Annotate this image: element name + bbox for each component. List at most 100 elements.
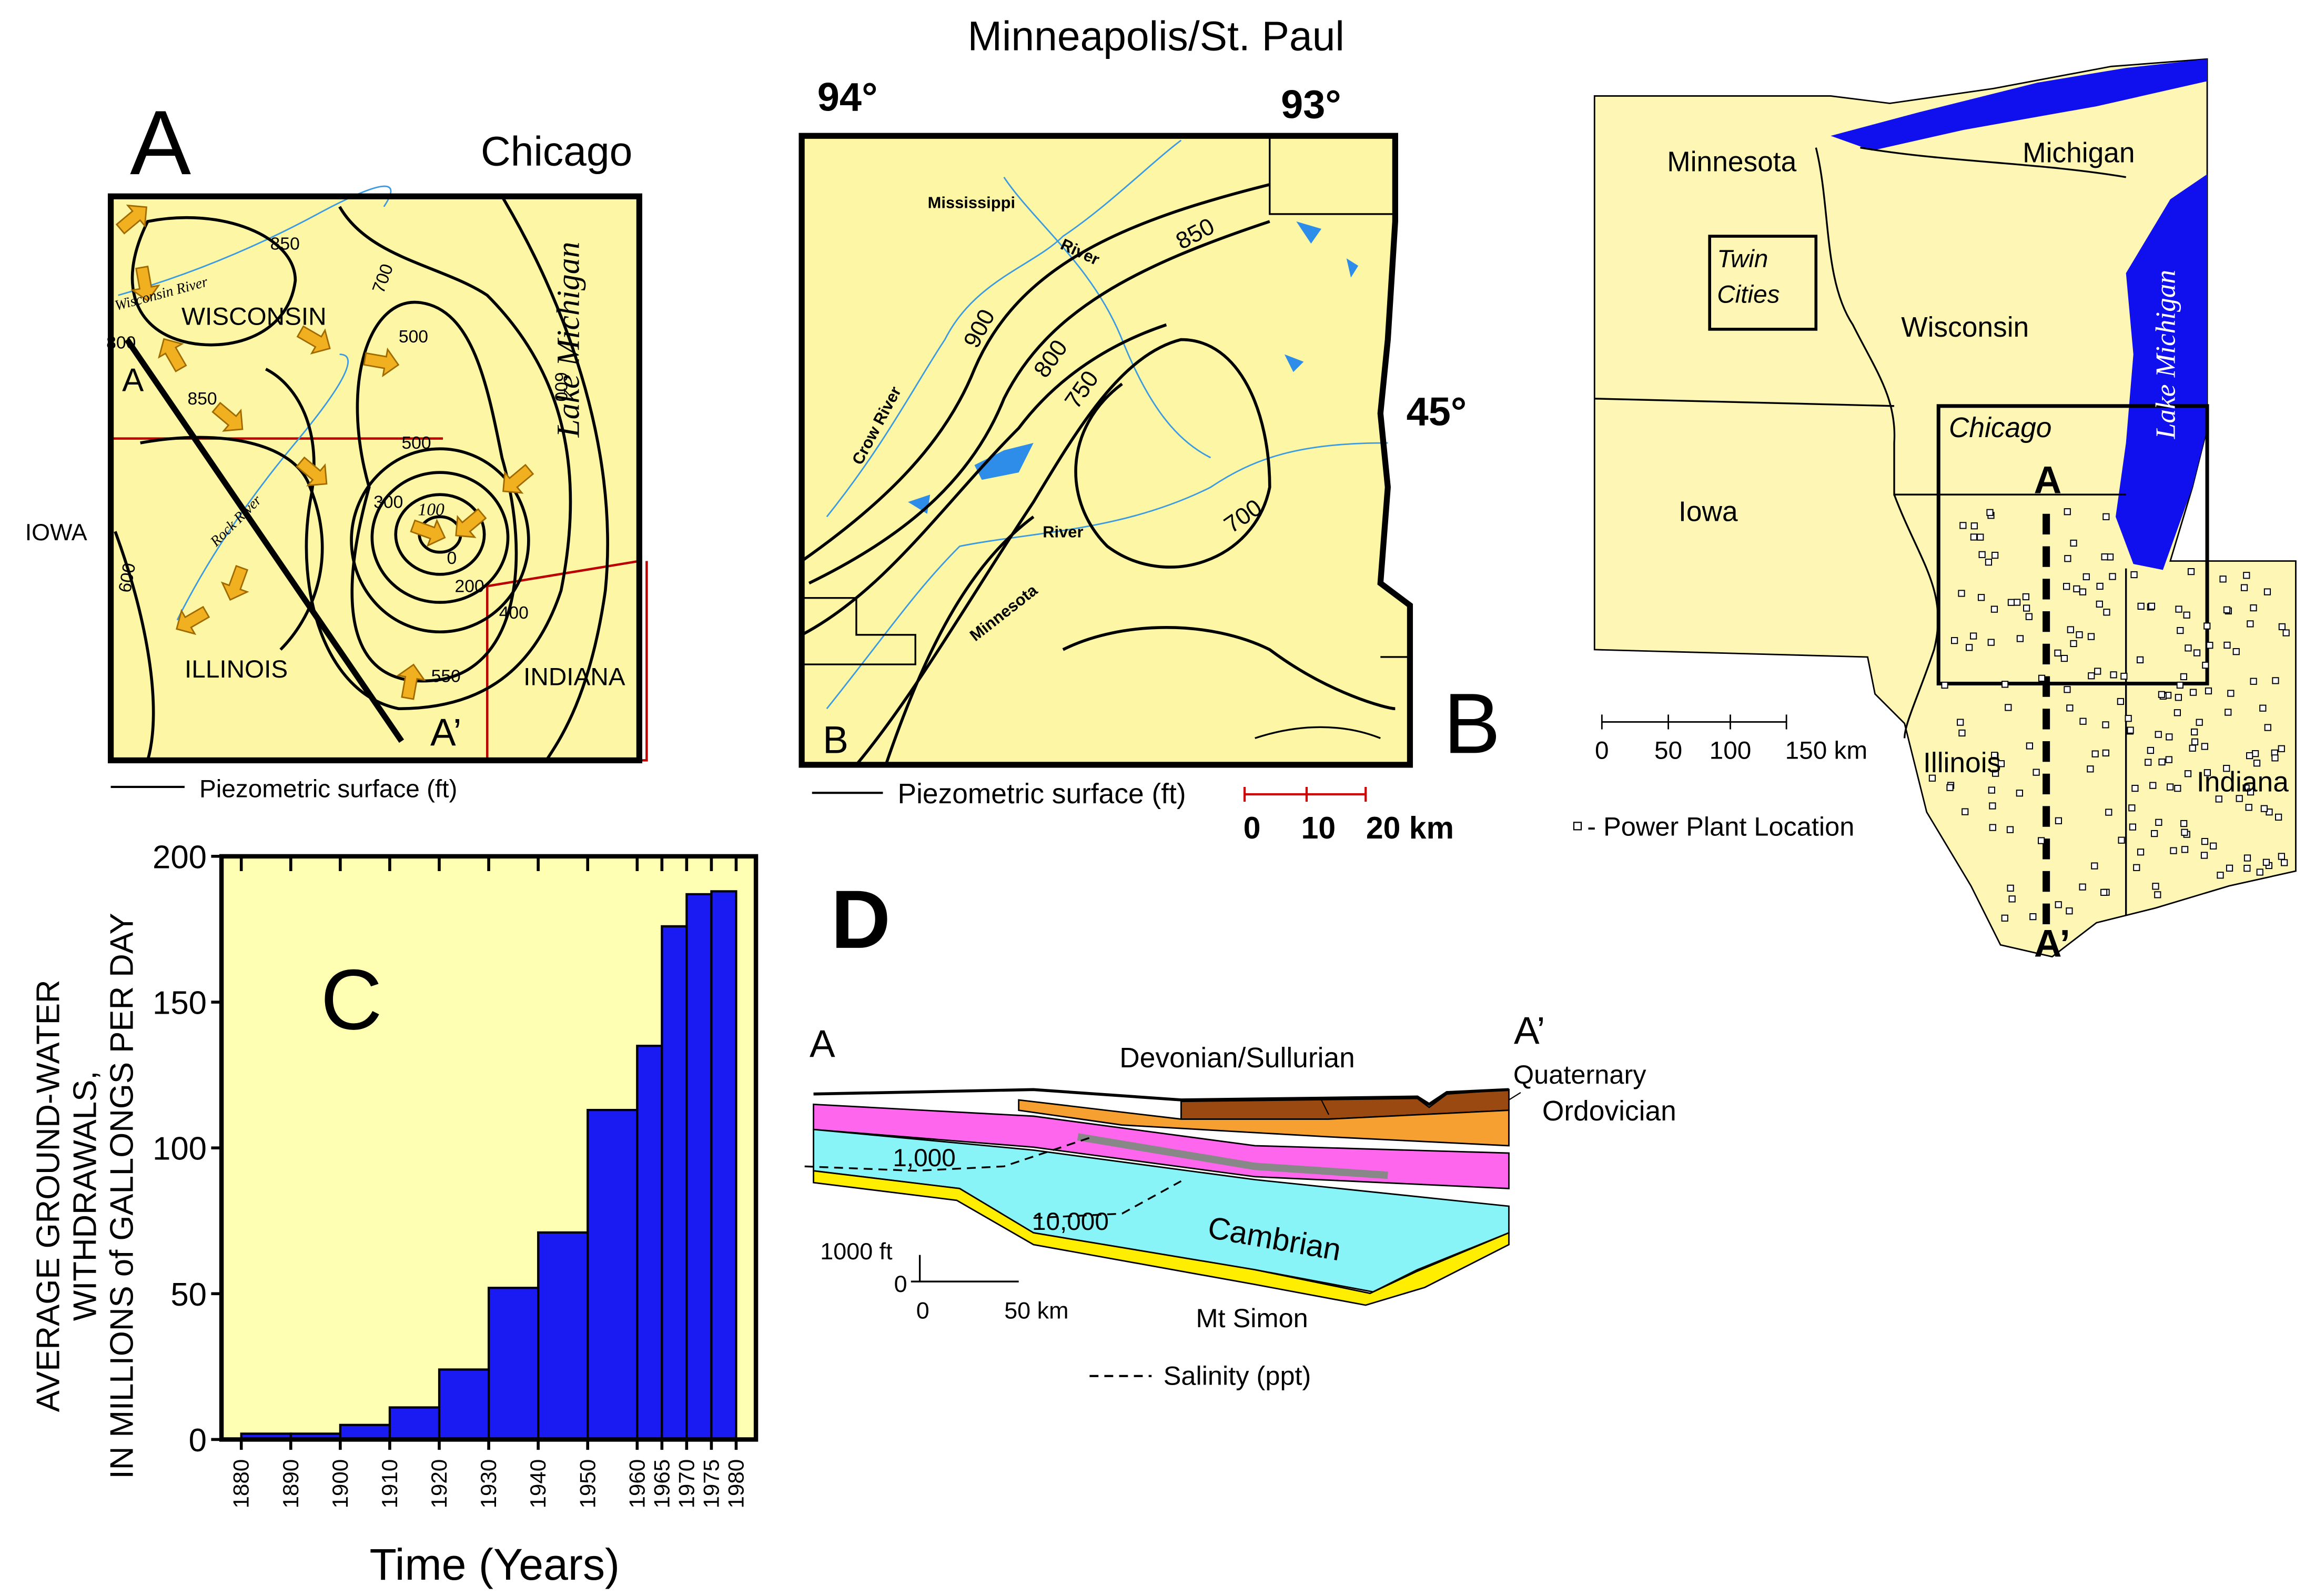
power-plant <box>2220 576 2226 582</box>
power-plant <box>1989 803 1995 809</box>
power-plant <box>2204 623 2210 629</box>
power-plant <box>2245 855 2250 861</box>
scale-label: 1000 ft <box>820 1238 893 1265</box>
bar <box>538 1233 588 1440</box>
power-plant <box>2095 668 2100 674</box>
lake-label: Lake Michigan <box>2149 270 2181 439</box>
power-plant <box>2166 756 2172 762</box>
power-plant <box>2244 865 2250 871</box>
power-plant <box>2201 852 2207 858</box>
power-plant <box>2188 569 2194 574</box>
power-plant <box>2243 572 2249 578</box>
power-plant <box>2250 605 2256 611</box>
power-plant <box>2103 514 2109 520</box>
power-plant <box>1966 644 1972 650</box>
latitude-label: 45° <box>1407 389 1467 434</box>
power-plant <box>1960 522 1966 528</box>
section-label: A’ <box>430 711 461 754</box>
y-tick-label: 150 <box>153 985 207 1021</box>
power-plant <box>2177 628 2183 633</box>
power-plant <box>1992 552 1998 558</box>
power-plant <box>2225 709 2231 715</box>
power-plant <box>2065 509 2070 514</box>
y-tick-label: 100 <box>153 1131 207 1167</box>
power-plant <box>2185 645 2191 651</box>
bar <box>662 926 686 1440</box>
x-tick-label: 1900 <box>328 1459 352 1509</box>
power-plant <box>2150 783 2156 789</box>
power-plant <box>2092 751 2098 757</box>
y-tick-label: 200 <box>153 839 207 875</box>
power-plant <box>2190 745 2196 751</box>
legend-label: - Power Plant Location <box>1587 812 1854 842</box>
longitude-label: 94° <box>817 75 878 119</box>
power-plant <box>2170 848 2176 854</box>
y-tick-label: 0 <box>189 1422 207 1459</box>
power-plant <box>2110 672 2116 678</box>
power-plant <box>2155 892 2160 897</box>
section-label: A <box>810 1023 835 1066</box>
power-plant <box>2272 755 2278 761</box>
panel-corner-label: B <box>823 719 848 761</box>
power-plant <box>2156 820 2161 825</box>
power-plant <box>2283 630 2289 635</box>
scale-label: 100 <box>1710 737 1752 765</box>
section-label: A <box>122 362 144 399</box>
power-plant <box>2056 902 2061 907</box>
power-plant <box>2102 554 2108 560</box>
power-plant <box>1958 590 1964 596</box>
page: A Chicago WISCONSIN ILLINOIS INDIANA IOW… <box>0 0 2315 1596</box>
power-plant <box>2030 914 2036 920</box>
contour-label: 850 <box>270 234 300 254</box>
x-tick-label: 1910 <box>377 1459 402 1509</box>
x-tick-label: 1880 <box>229 1459 254 1509</box>
power-plant <box>2097 583 2102 589</box>
scale-label: 50 km <box>1004 1297 1068 1324</box>
figure: A Chicago WISCONSIN ILLINOIS INDIANA IOW… <box>0 0 2315 1596</box>
power-plant <box>2276 814 2281 820</box>
power-plant <box>2080 589 2086 595</box>
x-tick-label: 1930 <box>476 1459 501 1509</box>
power-plant <box>2102 722 2108 728</box>
panel-label: B <box>1443 676 1501 771</box>
power-plant <box>1988 639 1994 645</box>
state-label: IOWA <box>25 519 87 546</box>
power-plant <box>2088 673 2094 679</box>
contour-label: 550 <box>431 667 461 686</box>
power-plant <box>2202 662 2208 668</box>
x-tick-label: 1950 <box>575 1459 600 1509</box>
section-label: A’ <box>2034 923 2070 965</box>
scale-label: 0 <box>1244 811 1261 845</box>
power-plant <box>2241 585 2247 591</box>
box-label: Twin <box>1717 245 1768 273</box>
power-plant <box>2056 818 2061 824</box>
legend-symbol <box>1574 822 1581 830</box>
power-plant <box>1991 607 1997 612</box>
contour-label: 300 <box>373 492 403 512</box>
power-plant <box>2181 821 2187 826</box>
power-plant <box>2074 586 2079 592</box>
bar <box>588 1110 637 1439</box>
power-plant <box>2279 853 2284 859</box>
power-plant <box>2137 657 2143 663</box>
power-plant <box>1990 825 1996 831</box>
y-axis-label: IN MILLIONS of GALLONGS PER DAY <box>104 913 140 1479</box>
power-plant <box>2227 865 2232 871</box>
power-plant <box>2007 885 2013 891</box>
power-plant <box>2254 760 2260 766</box>
legend-label: Piezometric surface (ft) <box>199 775 457 803</box>
x-tick-label: 1970 <box>674 1459 699 1509</box>
power-plant <box>2159 759 2165 765</box>
contour-label: 200 <box>455 577 484 596</box>
power-plant <box>2009 896 2015 902</box>
power-plant <box>2177 682 2183 688</box>
power-plant <box>1978 594 1984 600</box>
power-plant <box>1989 787 1995 793</box>
power-plant <box>2118 699 2124 704</box>
power-plant <box>2263 860 2269 865</box>
power-plant <box>2002 681 2008 687</box>
power-plant <box>2194 650 2200 655</box>
power-plant <box>2185 771 2191 776</box>
power-plant <box>2055 650 2060 656</box>
scale-label: 10 <box>1301 811 1336 845</box>
